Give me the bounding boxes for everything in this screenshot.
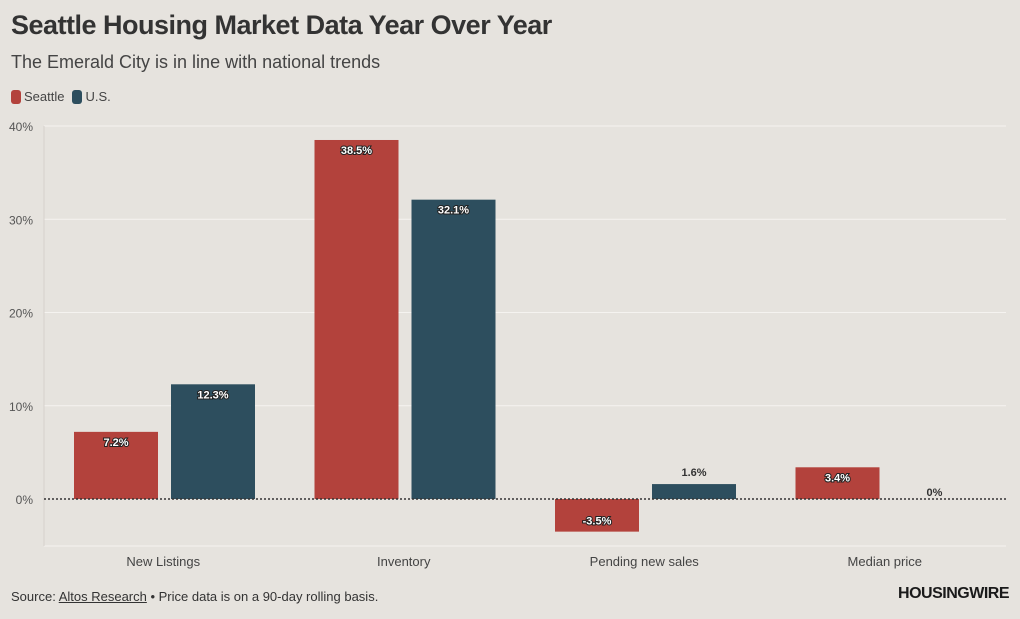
- bar-seattle: [555, 499, 639, 532]
- legend-label-us: U.S.: [85, 89, 111, 104]
- chart-subtitle: The Emerald City is in line with nationa…: [11, 52, 381, 72]
- y-tick-label: 30%: [9, 213, 33, 227]
- data-label: -3.5%: [583, 516, 612, 528]
- housingwire-logo: HOUSINGWIRE: [898, 585, 1009, 602]
- bar-seattle: [314, 139, 399, 500]
- legend-label-seattle: Seattle: [24, 89, 65, 104]
- y-tick-label: 10%: [9, 400, 33, 414]
- chart-title: Seattle Housing Market Data Year Over Ye…: [11, 10, 552, 40]
- bar-chart: 0% 10% 20% 30% 40% 7.2% 12.3% New Listings 38.5%…: [9, 120, 1006, 569]
- legend-item-seattle: Seattle: [11, 89, 64, 104]
- data-label: 7.2%: [103, 437, 128, 449]
- data-label: 1.6%: [681, 467, 706, 479]
- bar-us: [411, 199, 496, 500]
- source-link[interactable]: Altos Research: [58, 589, 147, 604]
- bar-seattle: [795, 467, 880, 499]
- bar-us: [652, 484, 736, 499]
- x-tick-label: Inventory: [377, 554, 431, 569]
- x-tick-label: New Listings: [126, 554, 200, 569]
- data-label: 0%: [927, 487, 943, 499]
- data-label: 38.5%: [341, 145, 372, 157]
- legend: Seattle U.S.: [11, 89, 111, 104]
- x-tick-label: Pending new sales: [590, 554, 700, 569]
- y-tick-label: 40%: [9, 120, 33, 134]
- y-tick-label: 0%: [16, 493, 34, 507]
- y-tick-label: 20%: [9, 307, 33, 321]
- bar-seattle: [74, 431, 158, 499]
- x-tick-label: Median price: [848, 554, 922, 569]
- source-prefix: Source:: [11, 589, 59, 604]
- data-label: 32.1%: [438, 205, 469, 217]
- source-note: Source: Altos Research • Price data is o…: [11, 589, 378, 604]
- data-label: 3.4%: [825, 472, 850, 484]
- data-label: 12.3%: [197, 389, 228, 401]
- source-detail: • Price data is on a 90-day rolling basi…: [146, 589, 379, 604]
- legend-swatch-seattle: [11, 89, 21, 104]
- legend-item-us: U.S.: [72, 89, 111, 104]
- bar-us: [171, 384, 255, 499]
- legend-swatch-us: [72, 89, 83, 104]
